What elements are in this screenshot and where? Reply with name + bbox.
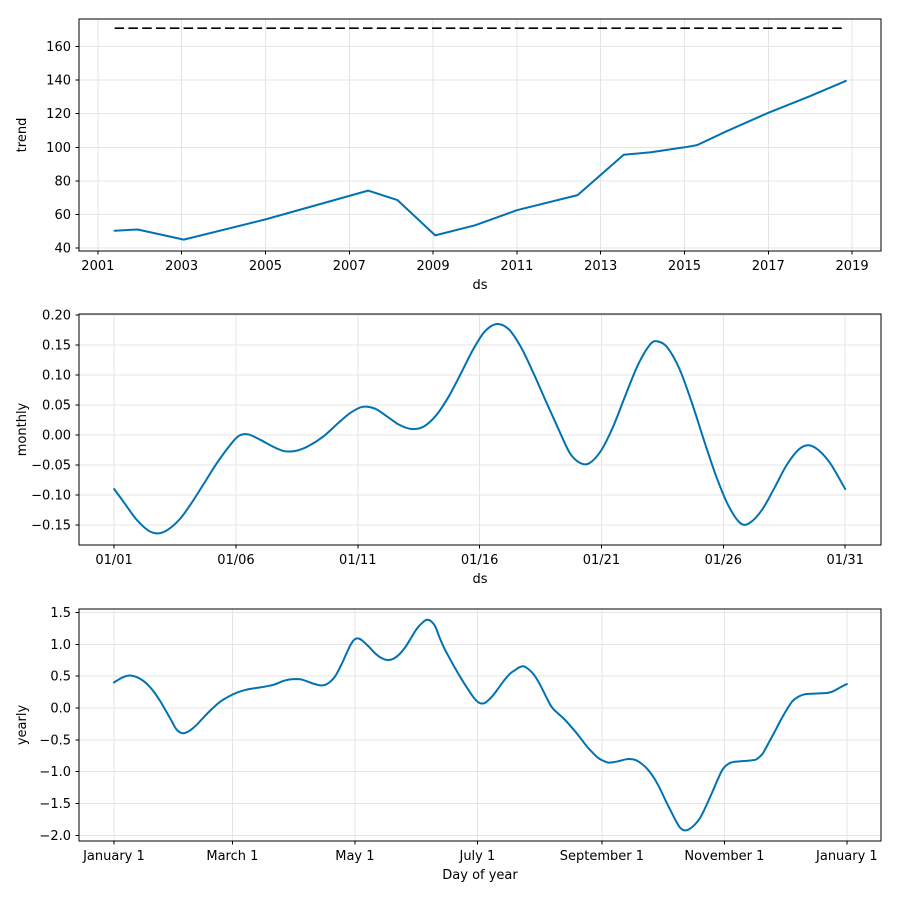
y-tick-label: 60 bbox=[54, 208, 71, 223]
x-tick-label: September 1 bbox=[560, 849, 644, 864]
x-axis-label: Day of year bbox=[442, 868, 518, 883]
x-axis-label: ds bbox=[472, 572, 487, 587]
x-tick-label: 2007 bbox=[333, 259, 366, 274]
y-tick-label: −0.5 bbox=[39, 733, 71, 748]
monthly-subplot: 01/01 01/06 01/11 01/16 01/21 01/26 01/31 0.20 0… bbox=[15, 309, 882, 587]
x-tick-label: 2019 bbox=[836, 259, 869, 274]
x-tick-label: 01/16 bbox=[461, 553, 498, 568]
y-tick-label: 80 bbox=[54, 174, 71, 189]
x-tick-label: 2011 bbox=[500, 259, 533, 274]
y-tick-label: 0.0 bbox=[50, 702, 71, 717]
y-tick-label: 100 bbox=[46, 141, 71, 156]
x-axis-label: ds bbox=[472, 278, 487, 293]
x-tick-label: 2015 bbox=[668, 259, 701, 274]
x-tick-label: 01/31 bbox=[826, 553, 863, 568]
y-tick-label: 0.15 bbox=[42, 339, 71, 354]
yearly-subplot: January 1 March 1 May 1 July 1 September 1 No… bbox=[15, 606, 882, 883]
y-axis-label: yearly bbox=[15, 705, 30, 746]
x-tick-label: 2005 bbox=[249, 259, 282, 274]
x-tick-label: 01/21 bbox=[583, 553, 620, 568]
x-tick-label: July 1 bbox=[458, 849, 495, 864]
x-tick-label: 01/06 bbox=[217, 553, 254, 568]
x-tick-label: 2001 bbox=[81, 259, 114, 274]
y-tick-label: −1.5 bbox=[39, 797, 71, 812]
y-tick-label: 40 bbox=[54, 242, 71, 257]
y-tick-label: −0.05 bbox=[31, 459, 71, 474]
x-tick-label: 2009 bbox=[417, 259, 450, 274]
x-tick-label: 01/26 bbox=[705, 553, 742, 568]
y-tick-label: −0.10 bbox=[31, 489, 71, 504]
x-tick-label: 01/01 bbox=[95, 553, 132, 568]
y-tick-label: 0.20 bbox=[42, 309, 71, 324]
trend-subplot: 2001 2003 2005 2007 2009 2011 2013 2015 2017 2019… bbox=[15, 18, 882, 293]
y-tick-label: −2.0 bbox=[39, 829, 71, 844]
y-axis-label: monthly bbox=[15, 402, 30, 456]
x-tick-label: May 1 bbox=[335, 849, 374, 864]
yearly-line bbox=[112, 618, 848, 832]
grid bbox=[79, 609, 881, 841]
y-tick-label: −0.15 bbox=[31, 519, 71, 534]
x-tick-label: 2017 bbox=[752, 259, 785, 274]
axes-frame bbox=[78, 608, 882, 842]
y-tick-label: 0.5 bbox=[50, 670, 71, 685]
y-tick-label: 120 bbox=[46, 107, 71, 122]
x-tick-label: 2013 bbox=[584, 259, 617, 274]
x-tick-label: November 1 bbox=[684, 849, 764, 864]
y-tick-label: 0.10 bbox=[42, 369, 71, 384]
x-tick-label: March 1 bbox=[206, 849, 258, 864]
y-tick-label: 0.05 bbox=[42, 399, 71, 414]
y-axis-label: trend bbox=[15, 118, 30, 153]
y-tick-label: 1.0 bbox=[50, 638, 71, 653]
y-tick-label: 140 bbox=[46, 74, 71, 89]
x-tick-label: 2003 bbox=[165, 259, 198, 274]
monthly-line bbox=[113, 322, 847, 535]
grid bbox=[79, 19, 881, 251]
y-tick-label: −1.0 bbox=[39, 765, 71, 780]
y-tick-label: 160 bbox=[46, 40, 71, 55]
axes-frame bbox=[78, 18, 882, 252]
x-tick-label: January 1 bbox=[815, 849, 878, 864]
trend-line bbox=[113, 79, 847, 241]
y-tick-label: 1.5 bbox=[50, 606, 71, 621]
x-tick-label: January 1 bbox=[82, 849, 145, 864]
x-tick-label: 01/11 bbox=[339, 553, 376, 568]
y-tick-label: 0.00 bbox=[42, 429, 71, 444]
